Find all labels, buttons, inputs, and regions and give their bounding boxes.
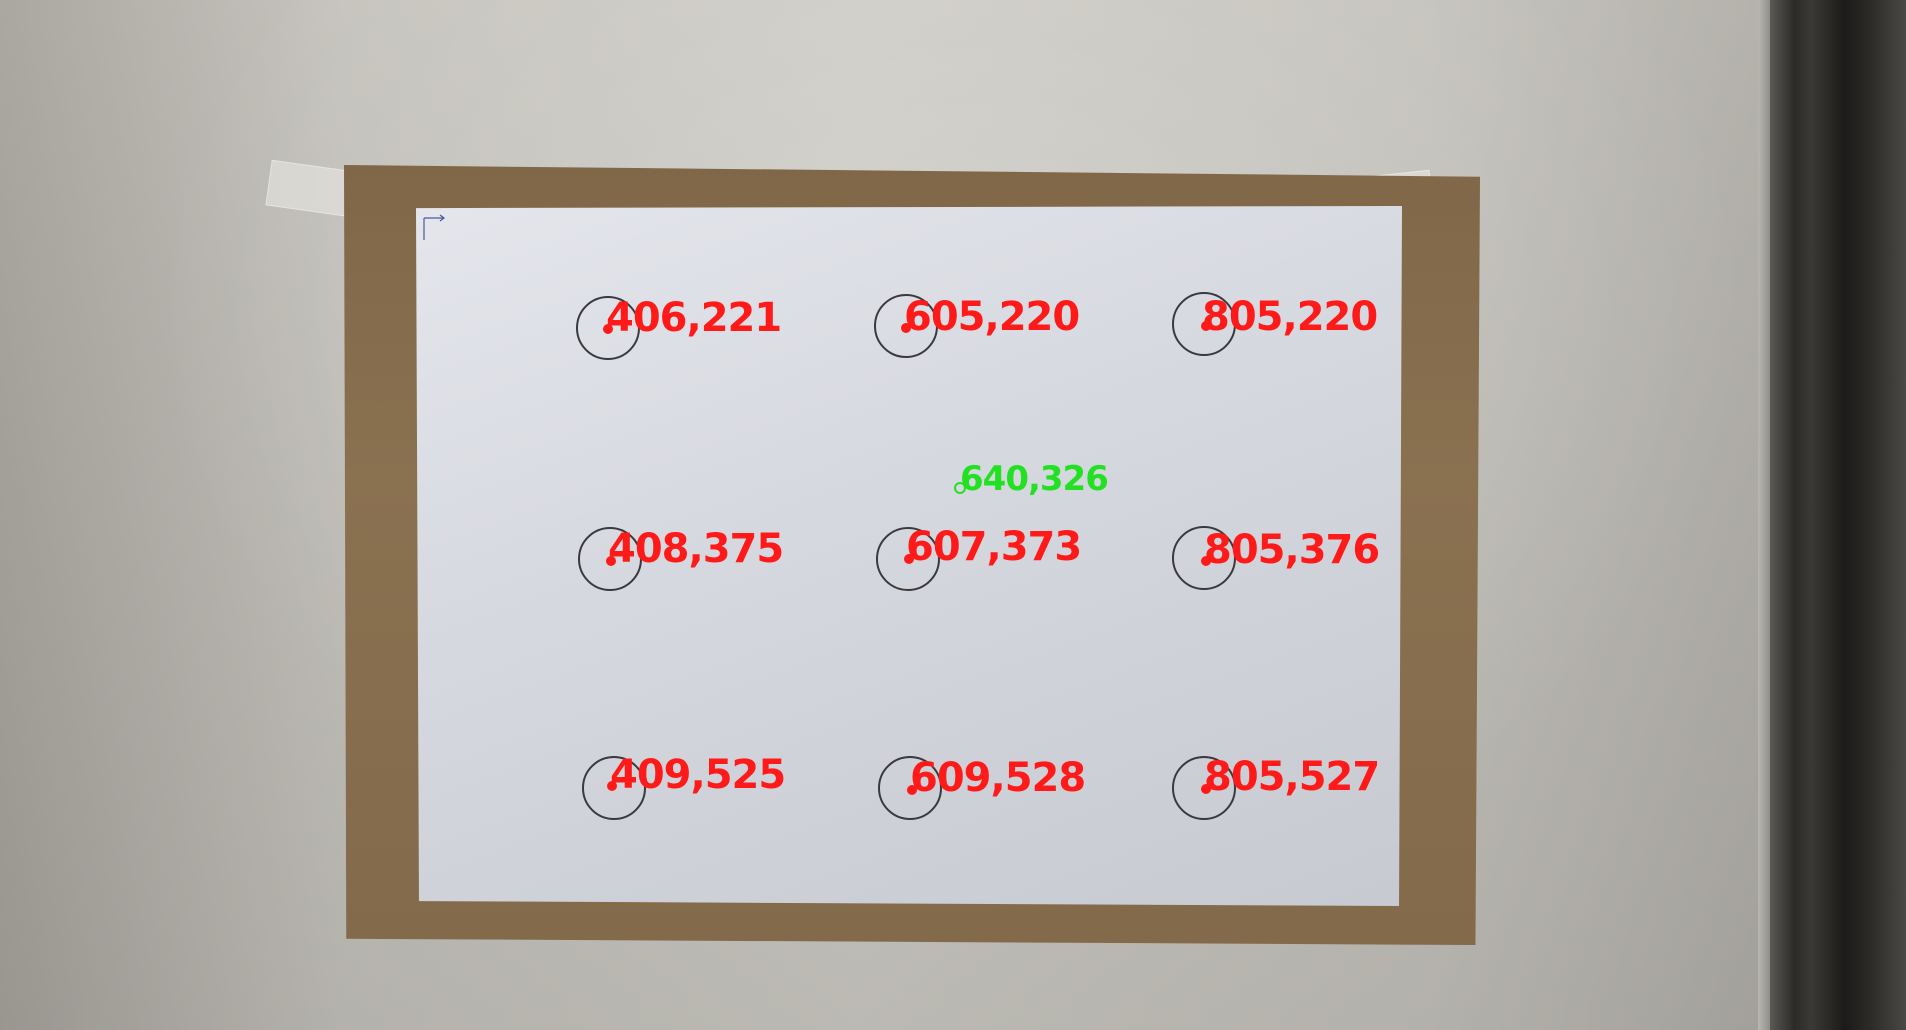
coordinate-label: 607,373 [906,524,1082,570]
target-ring-2 [874,294,938,358]
coordinate-label: 805,376 [1204,527,1380,573]
detection-dot [904,554,914,564]
door-frame [1770,0,1906,1030]
coordinate-label: 805,527 [1204,754,1380,800]
axis-sketch-icon [423,214,445,240]
detection-dot [907,785,917,795]
detection-dot [901,323,911,333]
coordinate-label: 609,528 [910,755,1086,801]
target-ring-4 [578,527,642,591]
detection-dot [1201,321,1211,331]
detection-dot [603,324,613,334]
coordinate-label: 605,220 [904,294,1080,340]
target-ring-1 [576,296,640,360]
target-ring-6 [1172,526,1236,590]
coordinate-label: 409,525 [610,752,786,798]
center-coordinate-label: 640,326 [960,459,1109,499]
detection-dot [606,556,616,566]
detection-dot [1201,556,1211,566]
detection-dot [607,781,617,791]
target-ring-5 [876,527,940,591]
target-ring-9 [1172,756,1236,820]
detection-dot [1201,784,1211,794]
center-detection-dot [954,482,966,494]
target-ring-3 [1172,292,1236,356]
coordinate-label: 406,221 [606,295,782,341]
target-ring-7 [582,756,646,820]
door-frame-edge [1758,0,1772,1030]
coordinate-label: 805,220 [1202,294,1378,340]
target-ring-8 [878,756,942,820]
coordinate-label: 408,375 [608,526,784,572]
